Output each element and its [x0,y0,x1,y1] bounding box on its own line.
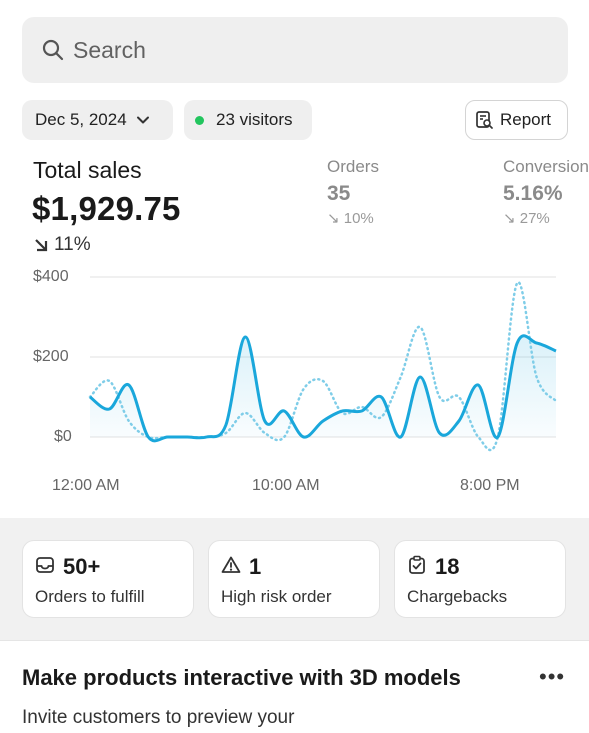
promo-title: Make products interactive with 3D models [22,665,461,690]
warning-icon [221,555,241,580]
total-sales-value: $1,929.75 [32,190,181,227]
card-label: High risk order [221,587,332,606]
orders-to-fulfill-card[interactable]: 50+ Orders to fulfill [22,540,194,618]
promo-text: Invite customers to preview your [22,707,295,728]
x-tick-label: 8:00 PM [460,477,520,494]
chargebacks-card[interactable]: 18 Chargebacks [394,540,566,618]
card-label: Chargebacks [407,587,508,606]
live-status-dot [195,115,204,125]
conversion-label: Conversion [503,157,589,176]
sales-area-fill [90,335,556,441]
search-placeholder: Search [73,36,146,63]
arrow-down-right-icon [35,239,48,252]
x-tick-label: 12:00 AM [52,477,120,494]
comparison-line [88,281,558,452]
y-tick-label: $0 [54,428,72,445]
date-label: Dec 5, 2024 [35,110,127,129]
x-tick-label: 10:00 AM [252,477,320,494]
date-picker-button[interactable]: Dec 5, 2024 [22,100,173,140]
total-sales-delta: 11% [32,234,91,256]
card-label: Orders to fulfill [35,587,145,606]
inbox-icon [35,555,55,580]
sales-line [89,334,557,443]
arrow-down-right-icon: ↘ [503,210,516,227]
conversion-value: 5.16% [503,182,563,205]
sales-chart [88,276,558,452]
orders-value: 35 [327,182,351,205]
promo-card [0,640,589,733]
report-icon [474,110,494,130]
more-options-button[interactable]: ••• [539,664,566,689]
report-button[interactable]: Report [465,100,568,140]
clipboard-check-icon [407,555,427,580]
conversion-delta: ↘ 27% [503,210,550,227]
high-risk-order-card[interactable]: 1 High risk order [208,540,380,618]
search-bar[interactable]: Search [22,17,568,83]
report-label: Report [500,110,552,129]
visitors-label: 23 visitors [216,110,293,129]
y-tick-label: $200 [33,348,69,365]
orders-label: Orders [327,157,379,176]
card-count: 18 [435,554,460,579]
chevron-down-icon [136,113,150,127]
arrow-down-right-icon: ↘ [327,210,340,227]
total-sales-label: Total sales [33,157,142,183]
y-tick-label: $400 [33,268,69,285]
live-visitors-button[interactable]: 23 visitors [184,100,312,140]
orders-delta: ↘ 10% [327,210,374,227]
search-icon [41,38,65,62]
card-count: 50+ [63,554,101,579]
card-count: 1 [249,554,262,579]
